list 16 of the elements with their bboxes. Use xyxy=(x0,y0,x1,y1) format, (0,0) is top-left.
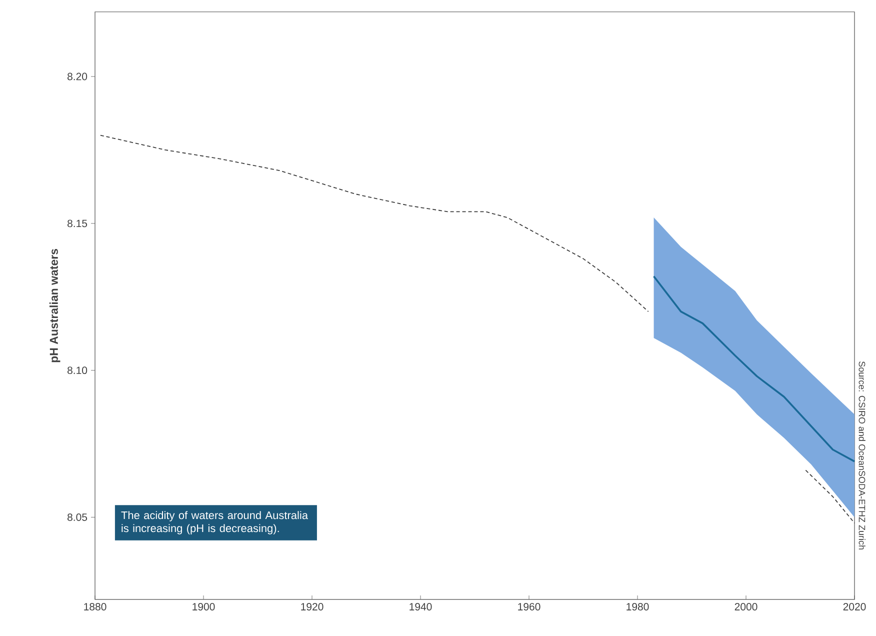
y-tick-label: 8.05 xyxy=(68,514,88,521)
x-tick-label: 2020 xyxy=(843,603,866,610)
line-series xyxy=(652,275,856,462)
x-tick-label: 1880 xyxy=(84,603,106,610)
x-tick-label: 1900 xyxy=(192,603,215,610)
x-tick-label: 1920 xyxy=(301,603,324,610)
y-tick-label: 8.10 xyxy=(68,366,88,374)
annotation: The acidity of waters around Australia is increasing (pH is decreasing). xyxy=(121,511,308,534)
x-tick-label: 1980 xyxy=(626,603,649,610)
source-note: Source: CSIRO and OceanSODA-ETHZ Zurich xyxy=(858,361,866,550)
y-tick-label: 8.20 xyxy=(68,72,88,80)
x-tick-label: 2000 xyxy=(734,603,758,610)
x-tick-label: 1960 xyxy=(518,603,540,610)
y-axis-title: pH Australian waters xyxy=(50,248,60,362)
x-tick-label: 1940 xyxy=(410,603,432,610)
y-tick-label: 8.15 xyxy=(68,220,88,228)
